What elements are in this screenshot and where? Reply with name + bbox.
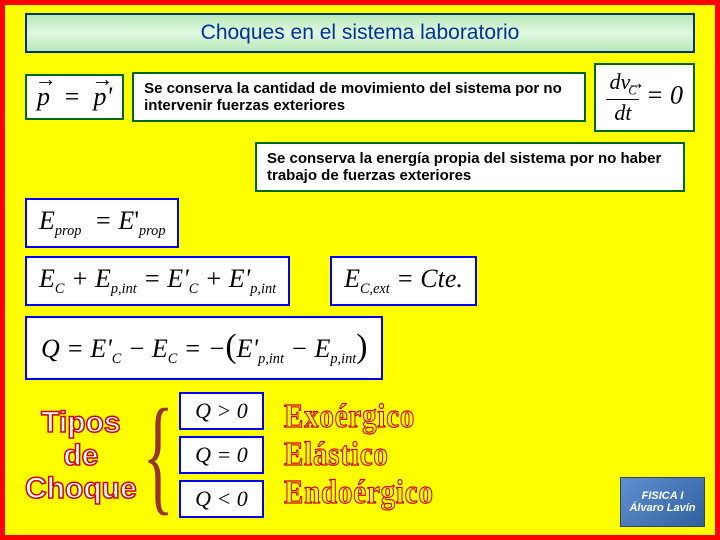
ec-ep-eq: EC + Ep,int = E'C + E'p,int <box>25 256 290 306</box>
q-gt-zero: Q > 0 <box>179 392 264 430</box>
momentum-conservation-eq: p = p' <box>25 74 124 120</box>
tipos-label: Tipos de Choque <box>25 406 137 505</box>
p-prime-vector: p' <box>94 82 113 112</box>
q-definition-eq: Q = E'C − EC = −(E'p,int − Ep,int) <box>25 316 383 380</box>
momentum-explanation: Se conserva la cantidad de movimiento de… <box>132 72 586 122</box>
footer-logo: FISICA I Álvaro Lavín <box>620 477 705 527</box>
ec-ext-eq: EC,ext = Cte. <box>330 256 477 306</box>
type-exoergico: Exoérgico <box>284 398 434 436</box>
collision-types-row: Tipos de Choque { Q > 0 Q = 0 Q < 0 Exoé… <box>25 392 695 518</box>
logo-line1: FISICA I <box>621 490 704 502</box>
ec-row: EC + Ep,int = E'C + E'p,int EC,ext = Cte… <box>25 256 695 306</box>
type-labels: Exoérgico Elástico Endoérgico <box>284 398 460 512</box>
p-vector: p <box>37 82 50 112</box>
q-eq-zero: Q = 0 <box>179 436 264 474</box>
tipos-l3: Choque <box>25 472 137 505</box>
tipos-l2: de <box>25 439 137 472</box>
energy-explanation: Se conserva la energía propia del sistem… <box>255 142 685 192</box>
type-elastico: Elástico <box>284 436 434 474</box>
q-lt-zero: Q < 0 <box>179 480 264 518</box>
dvc-dt-eq: dvC dt = 0 <box>594 63 695 132</box>
slide-title: Choques en el sistema laboratorio <box>25 13 695 53</box>
dvc-rhs: = 0 <box>646 80 683 109</box>
type-endoergico: Endoérgico <box>284 474 434 512</box>
eprop-row: Eprop = E'prop <box>25 198 695 248</box>
eprop-eq: Eprop = E'prop <box>25 198 179 248</box>
momentum-row: p = p' Se conserva la cantidad de movimi… <box>25 63 695 132</box>
brace-icon: { <box>142 397 173 514</box>
logo-line2: Álvaro Lavín <box>621 502 704 514</box>
dvc-den: dt <box>611 100 634 124</box>
q-column: Q > 0 Q = 0 Q < 0 <box>179 392 264 518</box>
tipos-l1: Tipos <box>25 406 137 439</box>
